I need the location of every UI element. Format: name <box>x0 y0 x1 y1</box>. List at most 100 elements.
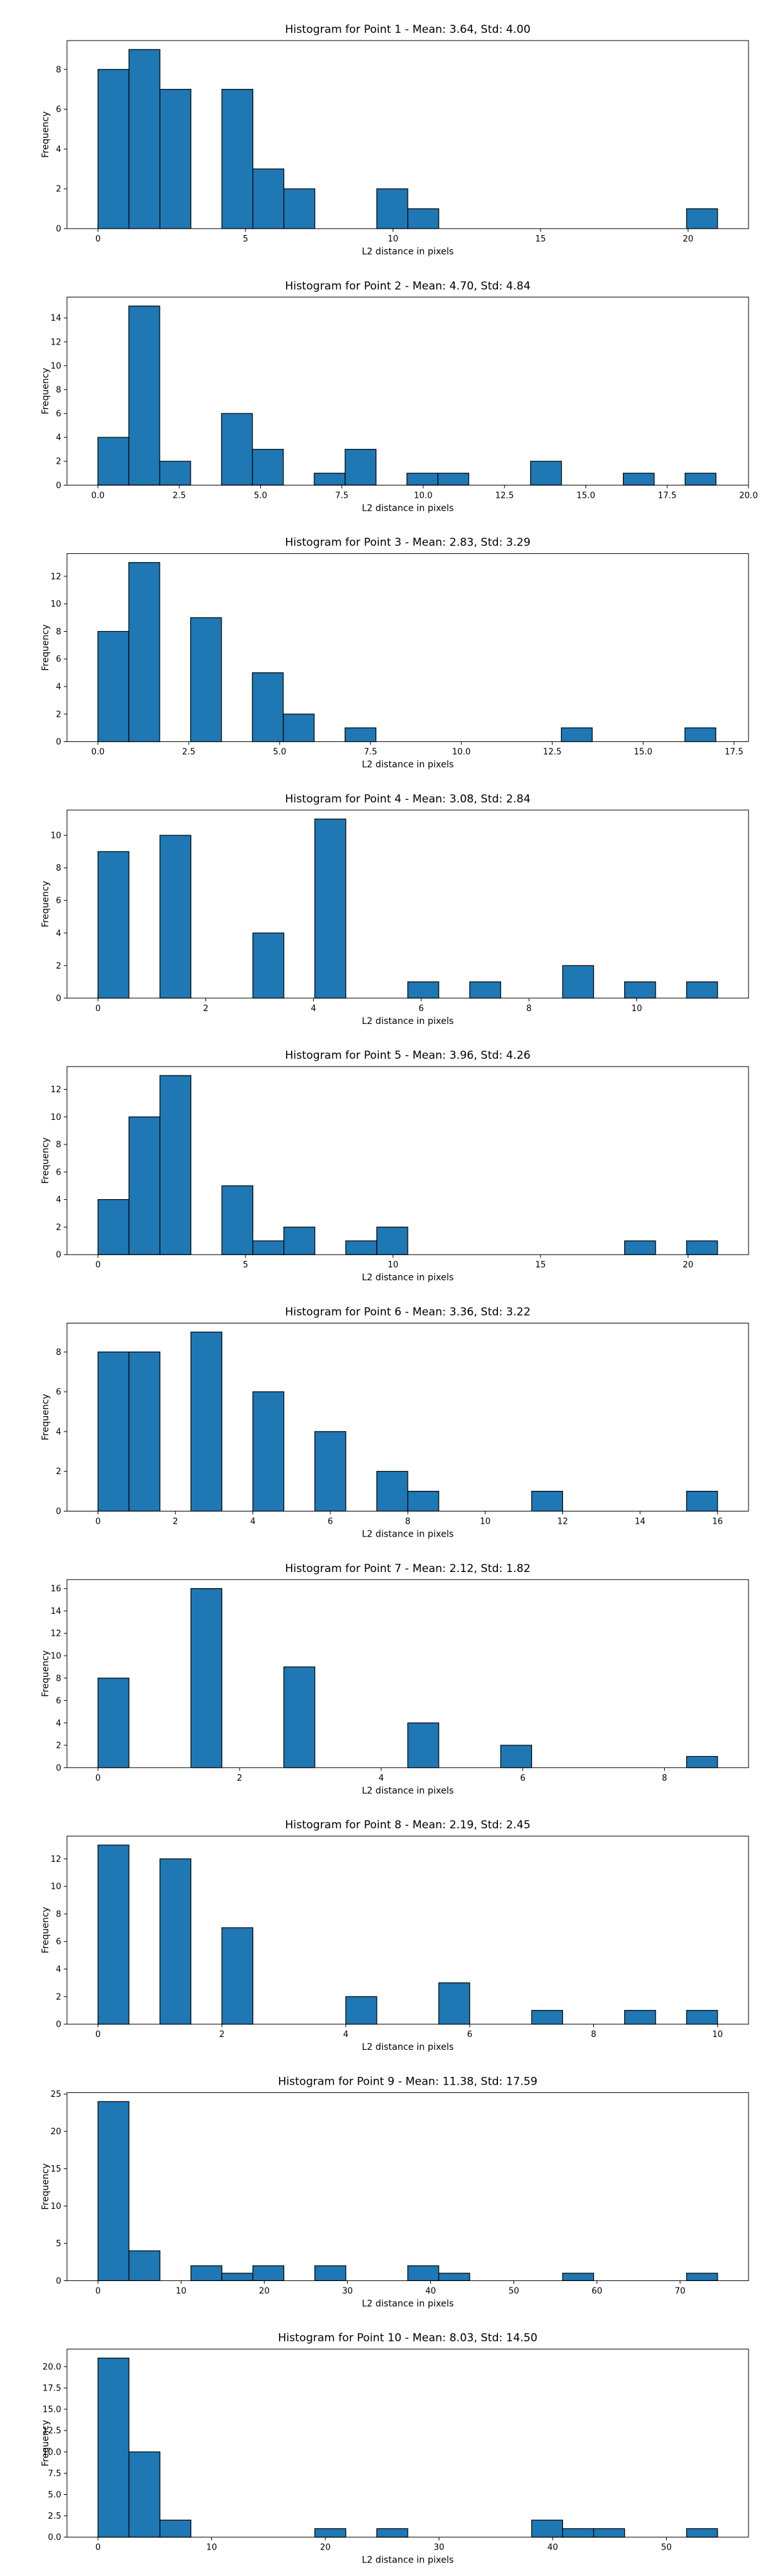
histogram-bar <box>128 49 160 229</box>
histogram-bar <box>686 208 718 229</box>
x-tick-label: 17.5 <box>658 491 676 500</box>
y-tick-label: 8 <box>56 627 61 637</box>
x-tick-label: 15 <box>535 1260 546 1270</box>
x-tick-label: 10 <box>388 234 399 244</box>
y-tick-label: 4 <box>56 433 61 443</box>
histogram-bar <box>345 1240 377 1255</box>
x-tick-label: 2 <box>203 1004 208 1014</box>
histogram-bar <box>283 1666 316 1768</box>
histogram-bar <box>624 2010 656 2025</box>
histogram-bar <box>190 617 222 743</box>
y-axis-label: Frequency <box>41 1651 51 1697</box>
x-tick-label: 6 <box>467 2030 472 2040</box>
chart-title: Histogram for Point 6 - Mean: 3.36, Std:… <box>285 1306 530 1319</box>
x-tick-label: 10 <box>631 1004 642 1014</box>
y-tick-label: 4 <box>56 1965 61 1975</box>
histogram-panel-9: Histogram for Point 9 - Mean: 11.38, Std… <box>41 2075 749 2309</box>
chart-title: Histogram for Point 8 - Mean: 2.19, Std:… <box>285 1819 530 1832</box>
x-tick-label: 40 <box>425 2286 436 2296</box>
histogram-bar <box>221 413 253 486</box>
x-axis-label: L2 distance in pixels <box>362 1530 454 1540</box>
y-tick-label: 10 <box>50 831 61 841</box>
histogram-bar <box>97 1351 129 1512</box>
x-tick-label: 16 <box>712 1517 723 1527</box>
histogram-bar <box>686 1756 718 1768</box>
histogram-bar <box>624 981 656 999</box>
bars <box>97 819 718 999</box>
y-axis-label: Frequency <box>41 111 51 158</box>
x-axis-label: L2 distance in pixels <box>362 2298 454 2309</box>
y-axis-label: Frequency <box>41 368 51 414</box>
x-tick-label: 8 <box>591 2030 596 2040</box>
y-tick-label: 8 <box>56 1674 61 1683</box>
x-tick-label: 20 <box>320 2543 331 2553</box>
histogram-bar <box>97 1678 129 1768</box>
histogram-bar <box>128 1351 160 1512</box>
x-tick-label: 10 <box>206 2543 217 2553</box>
histogram-panel-6: Histogram for Point 6 - Mean: 3.36, Std:… <box>41 1306 749 1540</box>
histogram-bar <box>531 2519 564 2538</box>
x-tick-label: 6 <box>520 1774 525 1783</box>
bars <box>97 49 718 229</box>
bars <box>97 2358 718 2538</box>
y-tick-label: 15 <box>50 2164 61 2174</box>
histogram-bar <box>159 460 191 486</box>
x-tick-label: 2.5 <box>173 491 186 500</box>
x-tick-label: 20 <box>683 234 694 244</box>
x-tick-label: 7.5 <box>364 748 377 757</box>
y-tick-label: 6 <box>56 896 61 906</box>
histogram-bar <box>376 1471 408 1512</box>
chart-title: Histogram for Point 4 - Mean: 3.08, Std:… <box>285 793 530 806</box>
histogram-bar <box>159 1075 191 1255</box>
x-tick-label: 10.0 <box>414 491 433 500</box>
x-tick-label: 4 <box>379 1774 384 1783</box>
histogram-bar <box>376 188 408 229</box>
plot-frame <box>66 1066 749 1255</box>
y-tick-label: 0 <box>56 2277 61 2286</box>
histogram-bar <box>684 473 717 486</box>
y-tick-label: 2 <box>56 961 61 971</box>
histogram-bar <box>190 2265 223 2281</box>
x-tick-label: 2 <box>237 1774 242 1783</box>
x-tick-label: 6 <box>328 1517 333 1527</box>
plot-frame <box>66 296 749 486</box>
histogram-bar <box>252 1240 285 1255</box>
x-axis-label: L2 distance in pixels <box>362 760 454 770</box>
y-tick-label: 2 <box>56 710 61 719</box>
histogram-bar <box>314 2265 347 2281</box>
histogram-bar <box>128 1116 160 1255</box>
histogram-bar <box>314 1431 347 1512</box>
y-tick-label: 10 <box>50 2202 61 2211</box>
histogram-bar <box>500 1745 532 1768</box>
histogram-bar <box>345 449 377 486</box>
y-tick-label: 2 <box>56 1467 61 1477</box>
x-tick-label: 4 <box>343 2030 348 2040</box>
chart-title: Histogram for Point 7 - Mean: 2.12, Std:… <box>285 1562 530 1575</box>
histogram-bar <box>686 981 718 999</box>
y-tick-label: 0 <box>56 1251 61 1260</box>
x-tick-label: 10 <box>388 1260 399 1270</box>
histogram-bar <box>686 1491 718 1512</box>
histogram-bar <box>531 1491 564 1512</box>
x-tick-label: 10 <box>176 2286 187 2296</box>
histogram-bar <box>283 714 315 743</box>
x-axis-label: L2 distance in pixels <box>362 1786 454 1796</box>
histogram-bar <box>314 2528 347 2538</box>
bars <box>97 2101 718 2282</box>
histogram-bar <box>128 2250 160 2282</box>
histogram-bar <box>97 2101 129 2282</box>
y-tick-label: 12 <box>50 1855 61 1864</box>
x-tick-label: 5.0 <box>254 491 267 500</box>
histogram-bar <box>560 727 593 743</box>
y-tick-label: 6 <box>56 1937 61 1947</box>
x-tick-label: 0 <box>95 2286 100 2296</box>
histogram-bar <box>438 1982 470 2025</box>
histogram-panel-5: Histogram for Point 5 - Mean: 3.96, Std:… <box>41 1049 749 1283</box>
y-tick-label: 10 <box>50 361 61 371</box>
histogram-bar <box>376 2528 408 2538</box>
histogram-bar <box>345 1996 377 2025</box>
histogram-bar <box>97 630 129 743</box>
histogram-bar <box>686 2273 718 2282</box>
histogram-bar <box>252 449 284 486</box>
